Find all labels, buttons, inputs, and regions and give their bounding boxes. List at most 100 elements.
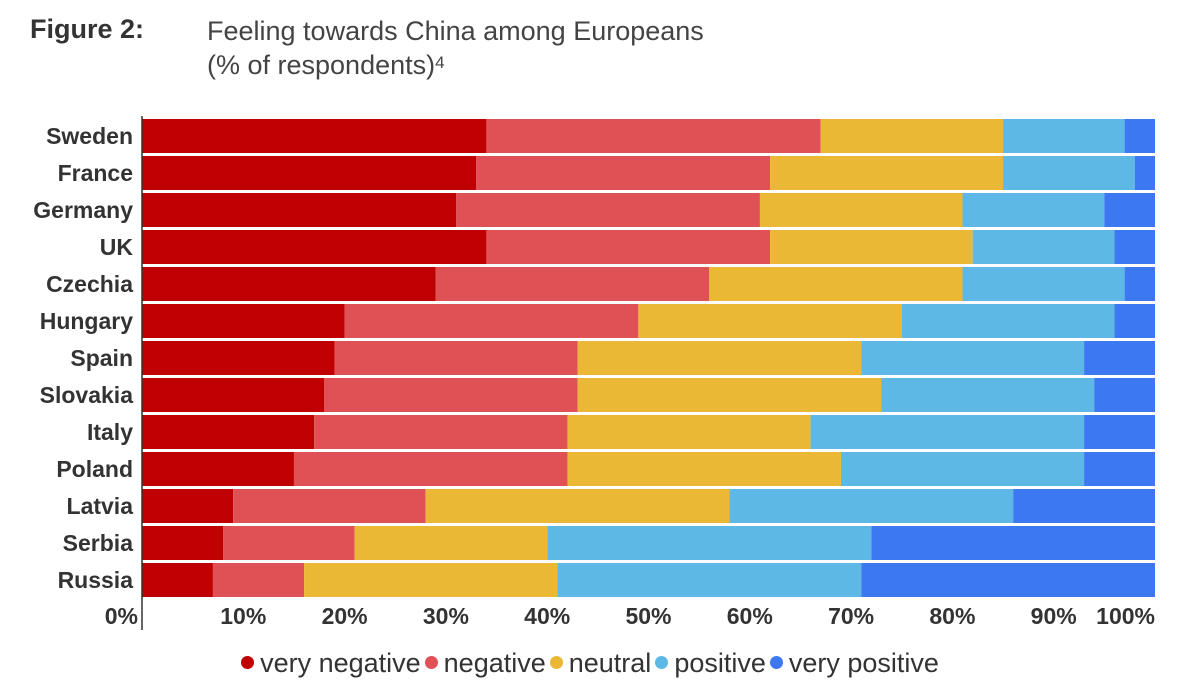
bar-segment-hungary-very-positive bbox=[1114, 304, 1155, 338]
category-label-slovakia: Slovakia bbox=[40, 382, 134, 408]
bar-segment-spain-negative bbox=[334, 341, 578, 375]
bar-segment-serbia-very-positive bbox=[871, 526, 1155, 560]
bar-segment-france-very-negative bbox=[142, 156, 477, 190]
bar-segment-uk-neutral bbox=[770, 230, 973, 264]
bar-segment-poland-negative bbox=[293, 452, 568, 486]
bar-segment-france-very-positive bbox=[1134, 156, 1155, 190]
figure-title-line2: (% of respondents)4 bbox=[207, 48, 704, 82]
bar-segment-sweden-negative bbox=[486, 119, 821, 153]
category-label-italy: Italy bbox=[87, 419, 133, 445]
figure-title: Feeling towards China among Europeans (%… bbox=[207, 14, 704, 82]
bar-segment-germany-negative bbox=[456, 193, 760, 227]
bar-segment-czechia-positive bbox=[962, 267, 1125, 301]
legend-item-negative: negative bbox=[424, 648, 546, 679]
legend-label: negative bbox=[443, 648, 546, 678]
bar-segment-spain-positive bbox=[861, 341, 1085, 375]
bar-segment-slovakia-positive bbox=[881, 378, 1095, 412]
x-tick-0: 0% bbox=[105, 603, 138, 629]
bar-segment-latvia-neutral bbox=[425, 489, 730, 523]
category-label-germany: Germany bbox=[33, 197, 133, 223]
legend-item-very-negative: very negative bbox=[241, 648, 421, 679]
bar-segment-italy-neutral bbox=[567, 415, 811, 449]
x-tick-9: 90% bbox=[1031, 603, 1077, 629]
legend-dot-icon bbox=[769, 656, 783, 670]
bar-segment-uk-very-negative bbox=[142, 230, 487, 264]
bar-segment-italy-very-positive bbox=[1084, 415, 1155, 449]
stacked-bar-chart: Sweden France Germany UK Czechia Hungary Spain… bbox=[33, 116, 1155, 630]
bar-segment-hungary-neutral bbox=[638, 304, 902, 338]
bar-segment-france-positive bbox=[1003, 156, 1135, 190]
bar-segment-germany-very-positive bbox=[1104, 193, 1155, 227]
bar-segment-poland-very-positive bbox=[1084, 452, 1155, 486]
x-tick-4: 40% bbox=[524, 603, 570, 629]
bar-segment-russia-very-positive bbox=[861, 563, 1155, 597]
legend-label: positive bbox=[674, 648, 766, 678]
x-tick-3: 30% bbox=[423, 603, 469, 629]
bar-segment-germany-neutral bbox=[759, 193, 963, 227]
bar-segment-germany-positive bbox=[962, 193, 1105, 227]
x-tick-labels: 0% 10% 20% 30% 40% 50% 60% 70% 80% 90% 100% bbox=[105, 603, 1155, 629]
bar-segment-czechia-very-positive bbox=[1124, 267, 1155, 301]
bar-segment-hungary-very-negative bbox=[142, 304, 345, 338]
bar-segment-latvia-very-positive bbox=[1013, 489, 1155, 523]
legend-label: very negative bbox=[260, 648, 421, 678]
bar-segment-serbia-positive bbox=[547, 526, 872, 560]
bar-segment-sweden-positive bbox=[1003, 119, 1125, 153]
bar-segment-russia-positive bbox=[557, 563, 862, 597]
bar-segment-sweden-very-positive bbox=[1124, 119, 1155, 153]
category-label-poland: Poland bbox=[56, 456, 133, 482]
category-label-hungary: Hungary bbox=[40, 308, 134, 334]
legend-dot-icon bbox=[549, 656, 563, 670]
bar-segment-uk-very-positive bbox=[1114, 230, 1155, 264]
category-label-uk: UK bbox=[100, 234, 134, 260]
legend-dot-icon bbox=[655, 656, 669, 670]
bar-segment-hungary-negative bbox=[344, 304, 639, 338]
bar-segment-uk-negative bbox=[486, 230, 771, 264]
bar-segment-latvia-very-negative bbox=[142, 489, 234, 523]
bar-segment-serbia-neutral bbox=[354, 526, 548, 560]
figure-title-line2-text: (% of respondents) bbox=[207, 50, 436, 80]
bar-segment-russia-very-negative bbox=[142, 563, 213, 597]
category-label-serbia: Serbia bbox=[63, 530, 134, 556]
bar-segment-italy-positive bbox=[810, 415, 1085, 449]
bar-segment-czechia-neutral bbox=[709, 267, 963, 301]
x-tick-5: 50% bbox=[625, 603, 671, 629]
bar-segment-russia-neutral bbox=[304, 563, 558, 597]
legend-label: neutral bbox=[568, 648, 652, 678]
bar-segment-czechia-negative bbox=[435, 267, 710, 301]
bar-segment-spain-very-negative bbox=[142, 341, 335, 375]
legend-item-positive: positive bbox=[655, 648, 766, 679]
bar-segment-slovakia-neutral bbox=[577, 378, 882, 412]
bar-segment-uk-positive bbox=[972, 230, 1115, 264]
bar-segment-hungary-positive bbox=[901, 304, 1115, 338]
bar-segment-serbia-negative bbox=[223, 526, 355, 560]
bar-segment-italy-very-negative bbox=[142, 415, 315, 449]
legend-label: very positive bbox=[788, 648, 939, 678]
bar-segment-poland-very-negative bbox=[142, 452, 294, 486]
bar-segment-russia-negative bbox=[212, 563, 305, 597]
bar-segment-spain-very-positive bbox=[1084, 341, 1155, 375]
bar-segment-sweden-very-negative bbox=[142, 119, 487, 153]
category-label-czechia: Czechia bbox=[46, 271, 133, 297]
bar-segment-slovakia-very-negative bbox=[142, 378, 325, 412]
category-label-spain: Spain bbox=[70, 345, 133, 371]
bar-segment-italy-negative bbox=[314, 415, 568, 449]
bar-segment-latvia-positive bbox=[729, 489, 1014, 523]
bar-segment-slovakia-negative bbox=[324, 378, 578, 412]
bar-segment-poland-neutral bbox=[567, 452, 841, 486]
x-tick-7: 70% bbox=[828, 603, 874, 629]
bar-segment-france-neutral bbox=[770, 156, 1004, 190]
legend-item-neutral: neutral bbox=[549, 648, 652, 679]
bar-segment-poland-positive bbox=[840, 452, 1085, 486]
x-tick-6: 60% bbox=[727, 603, 773, 629]
x-tick-1: 10% bbox=[220, 603, 266, 629]
category-label-russia: Russia bbox=[58, 567, 134, 593]
x-tick-2: 20% bbox=[322, 603, 368, 629]
figure-label: Figure 2: bbox=[30, 14, 145, 44]
x-tick-10: 100% bbox=[1096, 603, 1155, 629]
category-label-sweden: Sweden bbox=[46, 123, 133, 149]
bars-group bbox=[142, 119, 1155, 597]
legend-dot-icon bbox=[241, 656, 255, 670]
figure-title-line1: Feeling towards China among Europeans bbox=[207, 16, 704, 46]
bar-segment-sweden-neutral bbox=[820, 119, 1004, 153]
